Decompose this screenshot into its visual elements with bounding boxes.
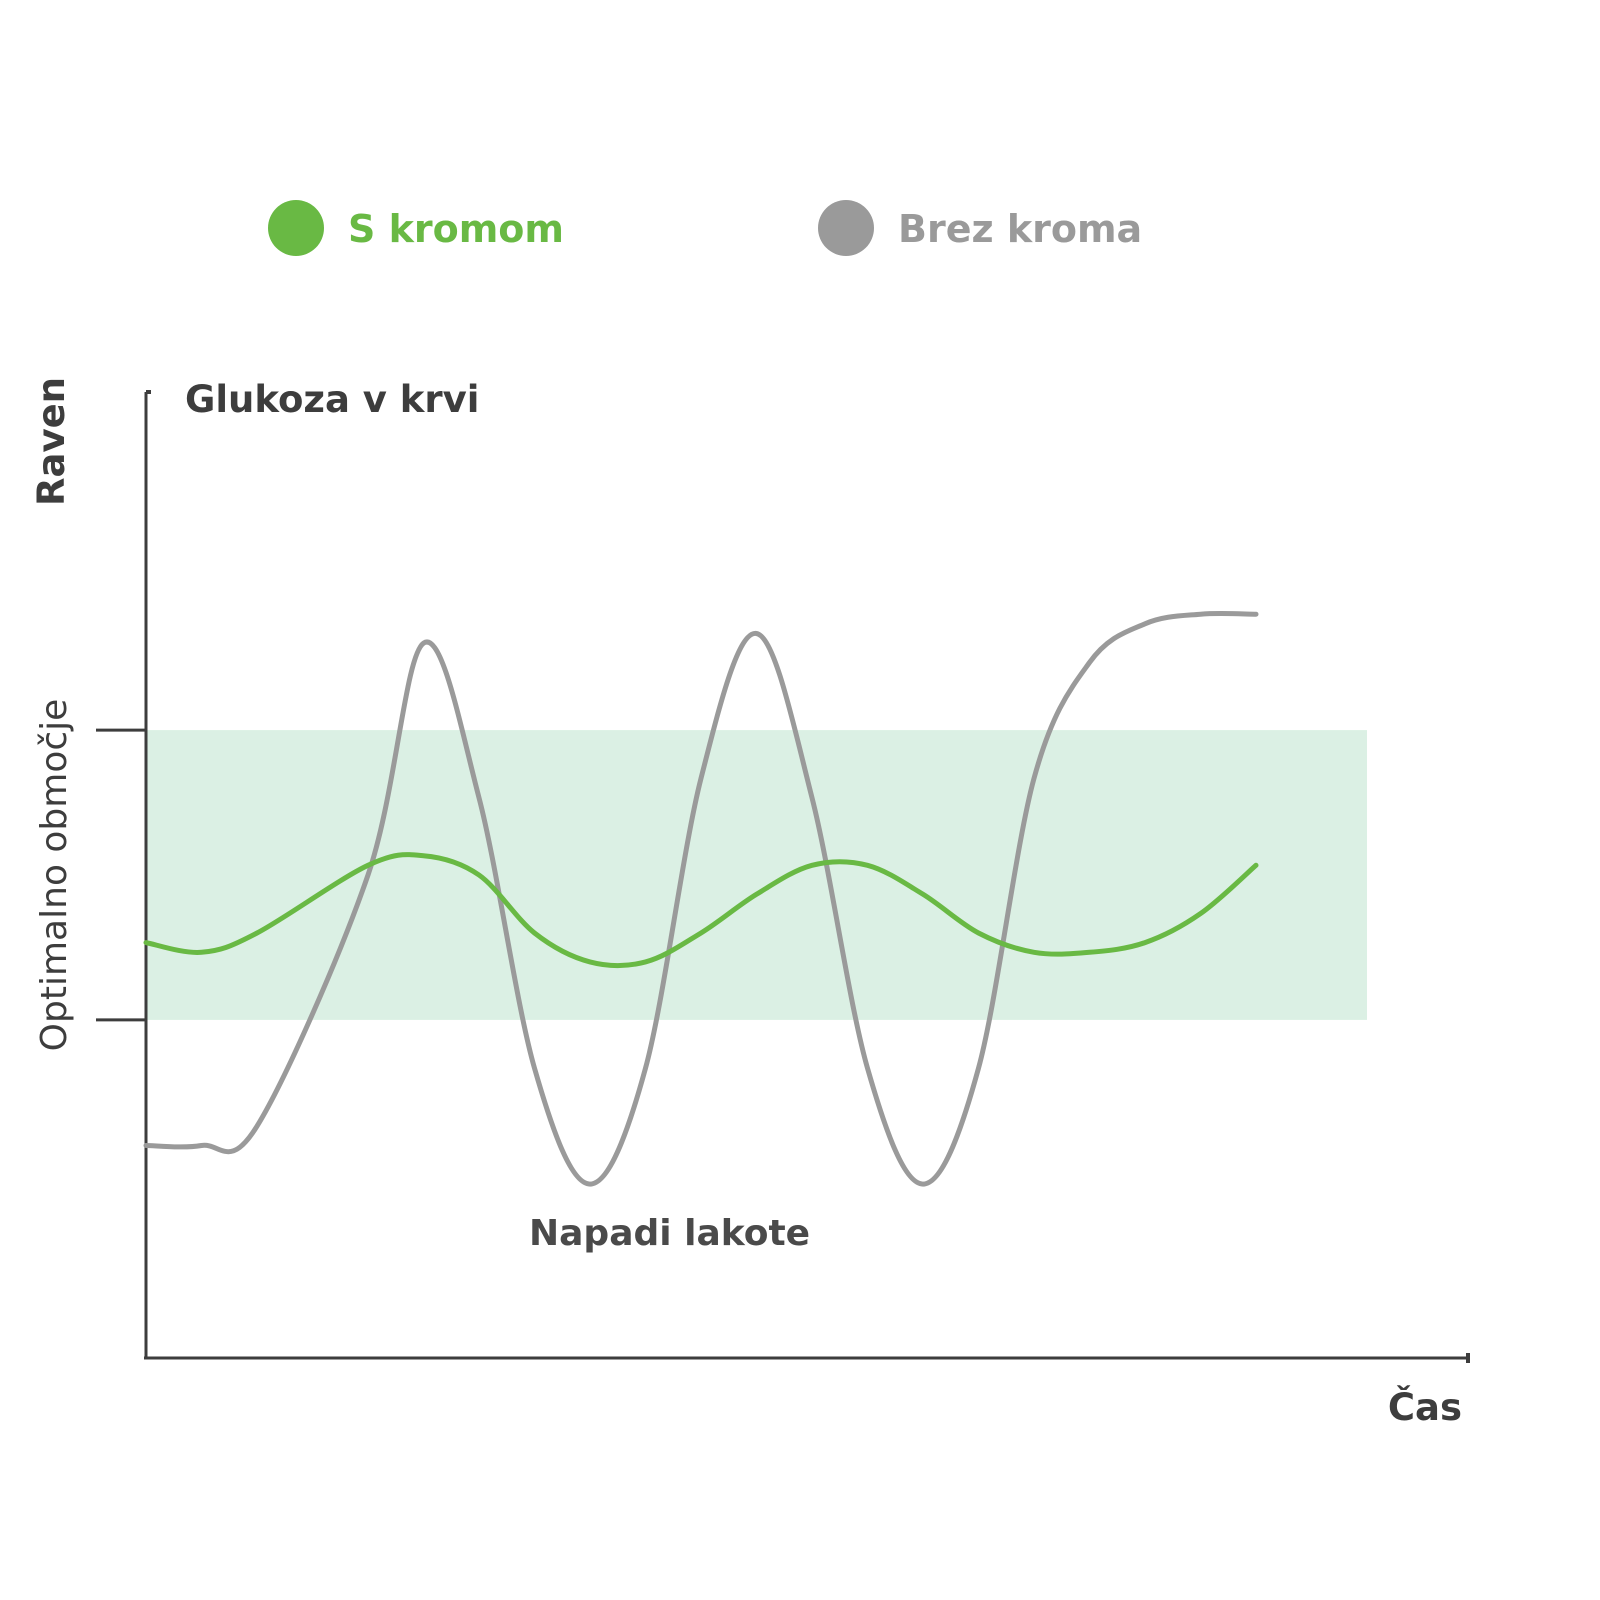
chart-title: Glukoza v krvi — [185, 378, 479, 421]
legend-label-brez-kroma: Brez kroma — [898, 207, 1142, 251]
legend-label-s-kromom: S kromom — [348, 207, 564, 251]
optimal-range-label: Optimalno območje — [34, 699, 75, 1052]
legend-marker-s-kromom — [268, 200, 324, 256]
series-line-s-kromom — [143, 852, 1259, 969]
annotation-napadi-lakote: Napadi lakote — [529, 1213, 810, 1254]
axes — [96, 390, 1470, 1363]
y-axis-label: Raven — [30, 377, 73, 506]
series-line-brez-kroma — [143, 610, 1259, 1187]
legend-marker-brez-kroma — [818, 200, 874, 256]
x-axis-label: Čas — [1388, 1385, 1462, 1429]
legend-item-s-kromom: S kromom — [268, 200, 564, 256]
legend: S kromom Brez kroma — [268, 200, 1142, 256]
legend-item-brez-kroma: Brez kroma — [818, 200, 1142, 256]
